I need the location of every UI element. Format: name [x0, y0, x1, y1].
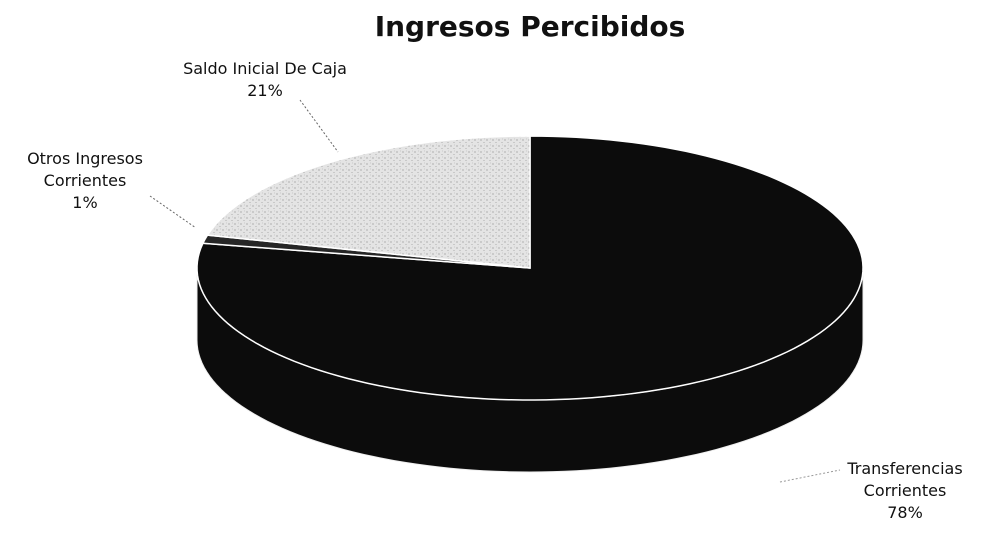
- data-label: Otros Ingresos Corrientes 1%: [0, 148, 170, 214]
- chart-title: Ingresos Percibidos: [374, 10, 686, 43]
- label-value: 78%: [887, 503, 923, 522]
- data-label: Transferencias Corrientes 78%: [820, 458, 990, 524]
- label-value: 21%: [247, 81, 283, 100]
- data-label: Saldo Inicial De Caja 21%: [150, 58, 380, 102]
- label-name: Transferencias Corrientes: [847, 459, 963, 500]
- label-value: 1%: [72, 193, 98, 212]
- label-name: Otros Ingresos Corrientes: [27, 149, 143, 190]
- label-name: Saldo Inicial De Caja: [183, 59, 347, 78]
- slice: [206, 135, 531, 269]
- leader-line: [149, 195, 197, 229]
- leader-line: [299, 99, 339, 153]
